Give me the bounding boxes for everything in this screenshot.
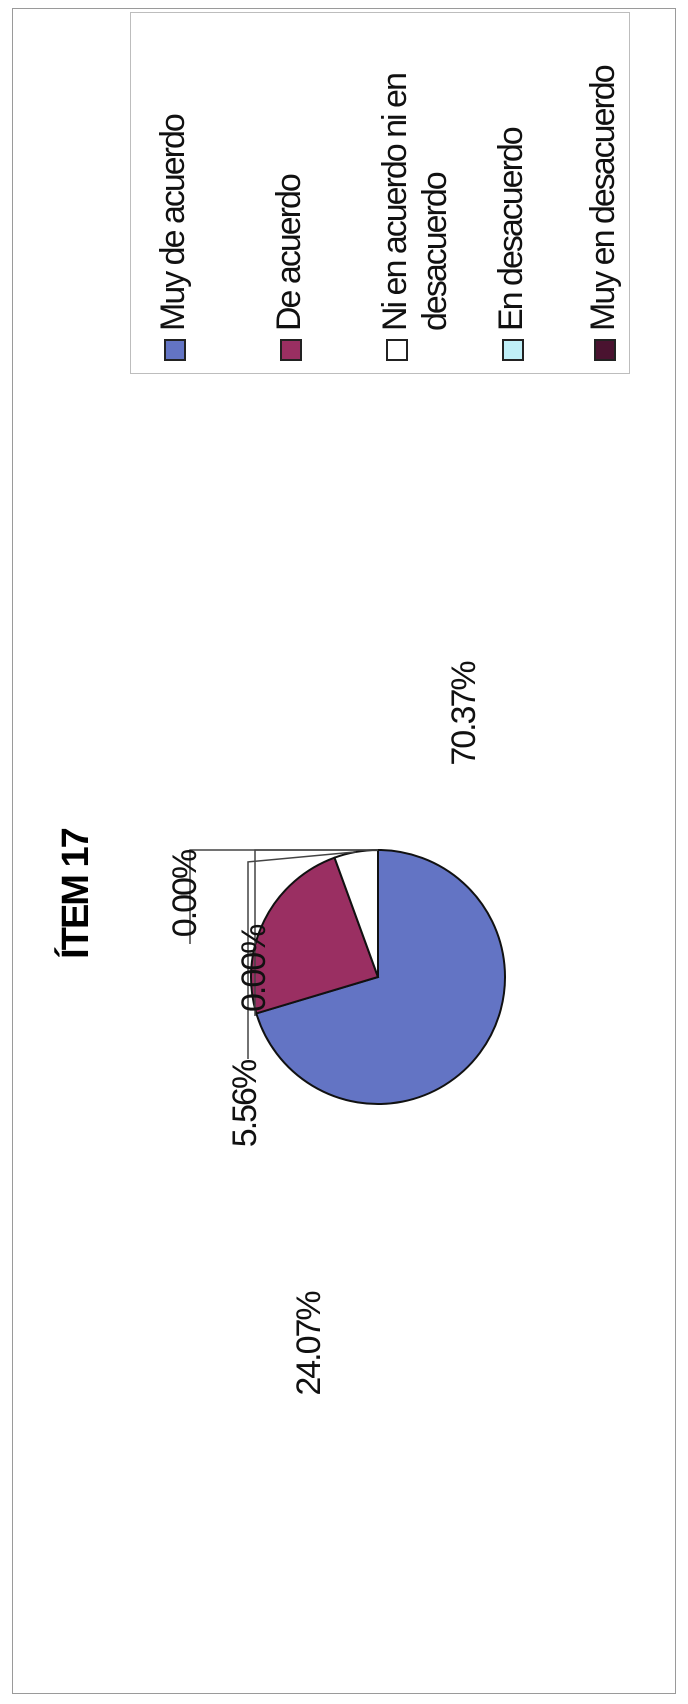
leader-line bbox=[247, 851, 356, 1059]
data-label: 5.56% bbox=[226, 1059, 264, 1147]
data-labels: 70.37% 24.07% 5.56% 0.00% 0.00% bbox=[166, 661, 483, 1396]
data-label: 0.00% bbox=[235, 924, 273, 1012]
legend-label: Muy en desacuerdo bbox=[584, 66, 622, 331]
legend-swatch bbox=[502, 339, 524, 361]
legend-item: En desacuerdo bbox=[491, 21, 531, 361]
chart-title: ÍTEM 17 bbox=[53, 828, 97, 958]
legend-item: Ni en acuerdo ni en desacuerdo bbox=[375, 21, 455, 361]
data-label: 0.00% bbox=[166, 849, 204, 937]
pie-slice bbox=[255, 848, 506, 1105]
leader-lines bbox=[189, 849, 378, 1059]
legend-item: Muy de acuerdo bbox=[153, 21, 193, 361]
legend-label: De acuerdo bbox=[270, 175, 308, 331]
pie-slices bbox=[250, 848, 506, 1105]
legend-swatch bbox=[594, 339, 616, 361]
legend-item: De acuerdo bbox=[269, 21, 309, 361]
chart-frame bbox=[12, 8, 676, 1694]
legend-label: En desacuerdo bbox=[492, 128, 530, 331]
legend-swatch bbox=[164, 339, 186, 361]
legend-item: Muy en desacuerdo bbox=[583, 21, 623, 361]
legend-label: Muy de acuerdo bbox=[154, 115, 192, 331]
data-label: 24.07% bbox=[290, 1291, 328, 1396]
leader-line bbox=[189, 849, 378, 944]
legend-swatch bbox=[280, 339, 302, 361]
legend-swatch bbox=[386, 339, 408, 361]
legend-label: Ni en acuerdo ni en desacuerdo bbox=[376, 74, 454, 331]
legend: Muy de acuerdo De acuerdo Ni en acuerdo ni… bbox=[130, 12, 630, 374]
data-label: 70.37% bbox=[445, 661, 483, 766]
pie-slice bbox=[250, 856, 380, 1015]
